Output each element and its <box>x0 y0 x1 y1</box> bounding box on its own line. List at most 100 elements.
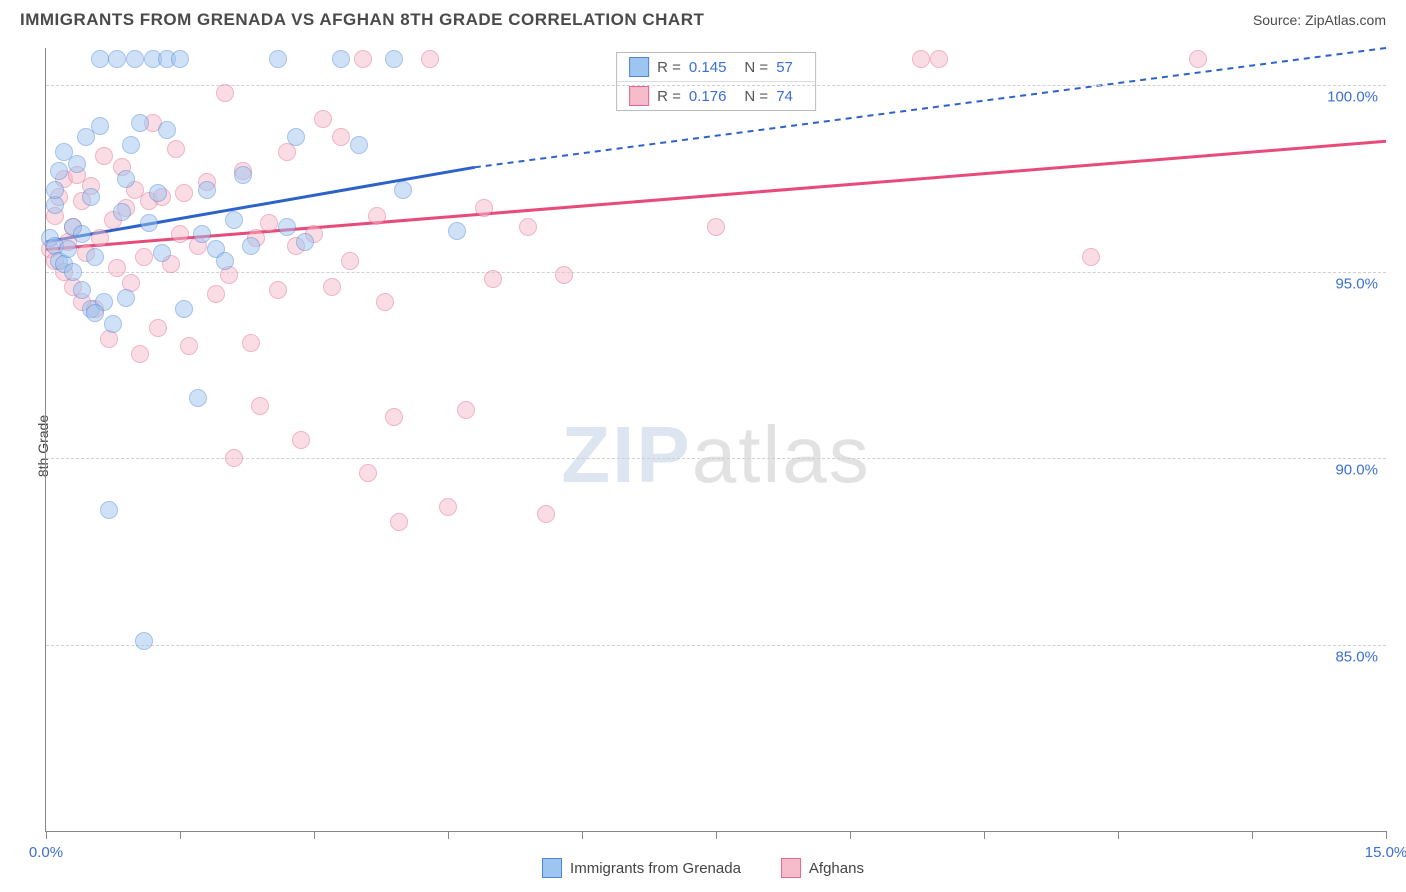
source-name: ZipAtlas.com <box>1305 12 1386 28</box>
data-point-grenada <box>153 244 171 262</box>
r-label: R = <box>657 59 681 76</box>
data-point-grenada <box>86 248 104 266</box>
data-point-grenada <box>50 162 68 180</box>
source-prefix: Source: <box>1253 12 1305 28</box>
data-point-afghans <box>332 128 350 146</box>
data-point-afghans <box>421 50 439 68</box>
watermark-atlas: atlas <box>692 410 871 499</box>
y-tick-label: 95.0% <box>1335 275 1378 292</box>
swatch-afghans <box>629 86 649 106</box>
data-point-afghans <box>1082 248 1100 266</box>
data-point-afghans <box>376 293 394 311</box>
x-tick <box>46 831 47 839</box>
data-point-grenada <box>158 121 176 139</box>
data-point-grenada <box>171 50 189 68</box>
r-value-grenada: 0.145 <box>689 59 727 76</box>
data-point-grenada <box>73 225 91 243</box>
data-point-grenada <box>278 218 296 236</box>
data-point-afghans <box>457 401 475 419</box>
data-point-grenada <box>189 389 207 407</box>
data-point-grenada <box>216 252 234 270</box>
data-point-grenada <box>68 155 86 173</box>
x-tick <box>582 831 583 839</box>
data-point-afghans <box>108 259 126 277</box>
chart-header: IMMIGRANTS FROM GRENADA VS AFGHAN 8TH GR… <box>0 0 1406 36</box>
data-point-grenada <box>140 214 158 232</box>
series-legend: Immigrants from Grenada Afghans <box>542 858 864 878</box>
x-tick <box>984 831 985 839</box>
data-point-afghans <box>912 50 930 68</box>
legend-item-grenada: Immigrants from Grenada <box>542 858 741 878</box>
data-point-grenada <box>104 315 122 333</box>
data-point-afghans <box>519 218 537 236</box>
x-tick <box>850 831 851 839</box>
data-point-grenada <box>64 263 82 281</box>
x-tick <box>448 831 449 839</box>
legend-item-afghans: Afghans <box>781 858 864 878</box>
data-point-grenada <box>175 300 193 318</box>
data-point-afghans <box>1189 50 1207 68</box>
data-point-afghans <box>242 334 260 352</box>
r-label: R = <box>657 88 681 105</box>
gridline <box>46 272 1386 273</box>
data-point-afghans <box>167 140 185 158</box>
data-point-afghans <box>131 345 149 363</box>
data-point-afghans <box>91 229 109 247</box>
source-label: Source: ZipAtlas.com <box>1253 12 1386 28</box>
data-point-grenada <box>242 237 260 255</box>
data-point-grenada <box>350 136 368 154</box>
data-point-afghans <box>930 50 948 68</box>
data-point-afghans <box>555 266 573 284</box>
gridline <box>46 85 1386 86</box>
data-point-afghans <box>207 285 225 303</box>
data-point-grenada <box>91 117 109 135</box>
data-point-afghans <box>269 281 287 299</box>
data-point-grenada <box>108 50 126 68</box>
correlation-legend: R =0.145N =57R =0.176N =74 <box>616 52 816 111</box>
x-tick <box>716 831 717 839</box>
legend-label-grenada: Immigrants from Grenada <box>570 860 741 877</box>
data-point-afghans <box>149 319 167 337</box>
data-point-afghans <box>135 248 153 266</box>
data-point-afghans <box>251 397 269 415</box>
data-point-afghans <box>359 464 377 482</box>
data-point-afghans <box>180 337 198 355</box>
data-point-grenada <box>113 203 131 221</box>
data-point-grenada <box>126 50 144 68</box>
data-point-grenada <box>122 136 140 154</box>
r-value-afghans: 0.176 <box>689 88 727 105</box>
stat-row-grenada: R =0.145N =57 <box>617 53 815 81</box>
data-point-afghans <box>171 225 189 243</box>
watermark: ZIPatlas <box>561 409 870 501</box>
data-point-grenada <box>59 240 77 258</box>
data-point-grenada <box>332 50 350 68</box>
data-point-grenada <box>82 188 100 206</box>
n-label: N = <box>744 88 768 105</box>
data-point-grenada <box>149 184 167 202</box>
gridline <box>46 645 1386 646</box>
data-point-grenada <box>269 50 287 68</box>
data-point-afghans <box>216 84 234 102</box>
data-point-grenada <box>73 281 91 299</box>
data-point-afghans <box>368 207 386 225</box>
data-point-grenada <box>193 225 211 243</box>
legend-label-afghans: Afghans <box>809 860 864 877</box>
data-point-afghans <box>314 110 332 128</box>
data-point-afghans <box>260 214 278 232</box>
y-tick-label: 90.0% <box>1335 462 1378 479</box>
data-point-afghans <box>390 513 408 531</box>
plot-area: ZIPatlas R =0.145N =57R =0.176N =74 85.0… <box>45 48 1386 832</box>
legend-swatch-grenada <box>542 858 562 878</box>
x-tick <box>1118 831 1119 839</box>
trend-line-dashed-grenada <box>475 48 1386 167</box>
data-point-grenada <box>198 181 216 199</box>
data-point-afghans <box>175 184 193 202</box>
data-point-grenada <box>448 222 466 240</box>
x-tick-label: 15.0% <box>1365 844 1406 861</box>
x-tick <box>314 831 315 839</box>
gridline <box>46 458 1386 459</box>
y-tick-label: 85.0% <box>1335 648 1378 665</box>
swatch-grenada <box>629 57 649 77</box>
data-point-afghans <box>537 505 555 523</box>
data-point-afghans <box>225 449 243 467</box>
